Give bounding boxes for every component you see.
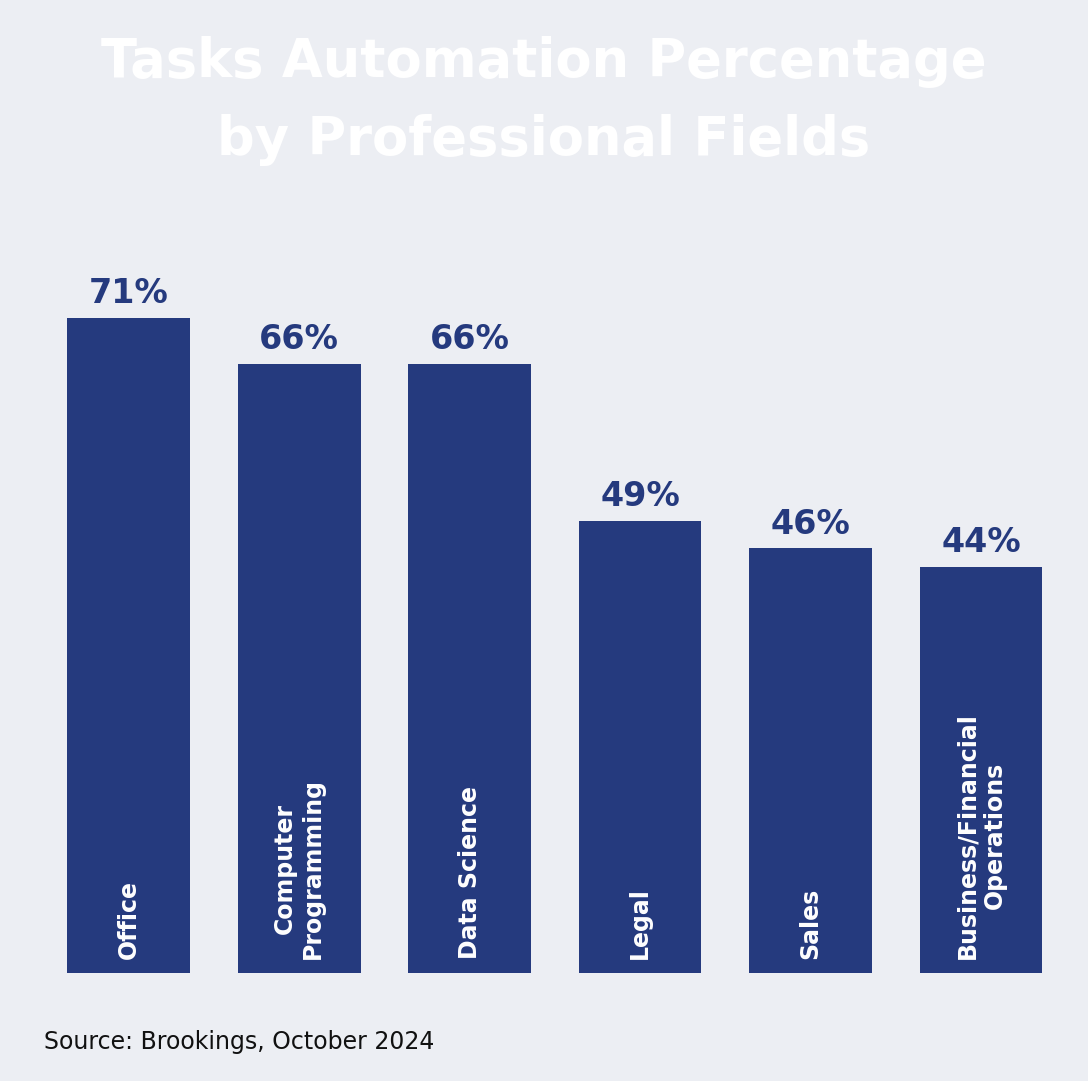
Text: 71%: 71% <box>89 278 169 310</box>
Bar <box>919 566 1042 973</box>
Text: Sales: Sales <box>799 888 823 959</box>
Bar <box>408 364 531 973</box>
Text: Office: Office <box>116 880 140 959</box>
Text: 66%: 66% <box>259 323 339 357</box>
Bar <box>750 548 871 973</box>
Text: by Professional Fields: by Professional Fields <box>218 115 870 166</box>
Text: Business/Financial
Operations: Business/Financial Operations <box>955 712 1006 959</box>
Text: Source: Brookings, October 2024: Source: Brookings, October 2024 <box>44 1030 434 1054</box>
Text: 44%: 44% <box>941 526 1021 560</box>
Text: Computer
Programming: Computer Programming <box>273 778 325 959</box>
Text: Data Science: Data Science <box>458 786 482 959</box>
Bar <box>579 521 702 973</box>
Text: 49%: 49% <box>601 480 680 513</box>
Bar <box>67 318 190 973</box>
Text: 46%: 46% <box>770 508 851 540</box>
Text: Tasks Automation Percentage: Tasks Automation Percentage <box>101 37 987 89</box>
Bar <box>238 364 360 973</box>
Text: 66%: 66% <box>430 323 509 357</box>
Text: Legal: Legal <box>628 888 652 959</box>
